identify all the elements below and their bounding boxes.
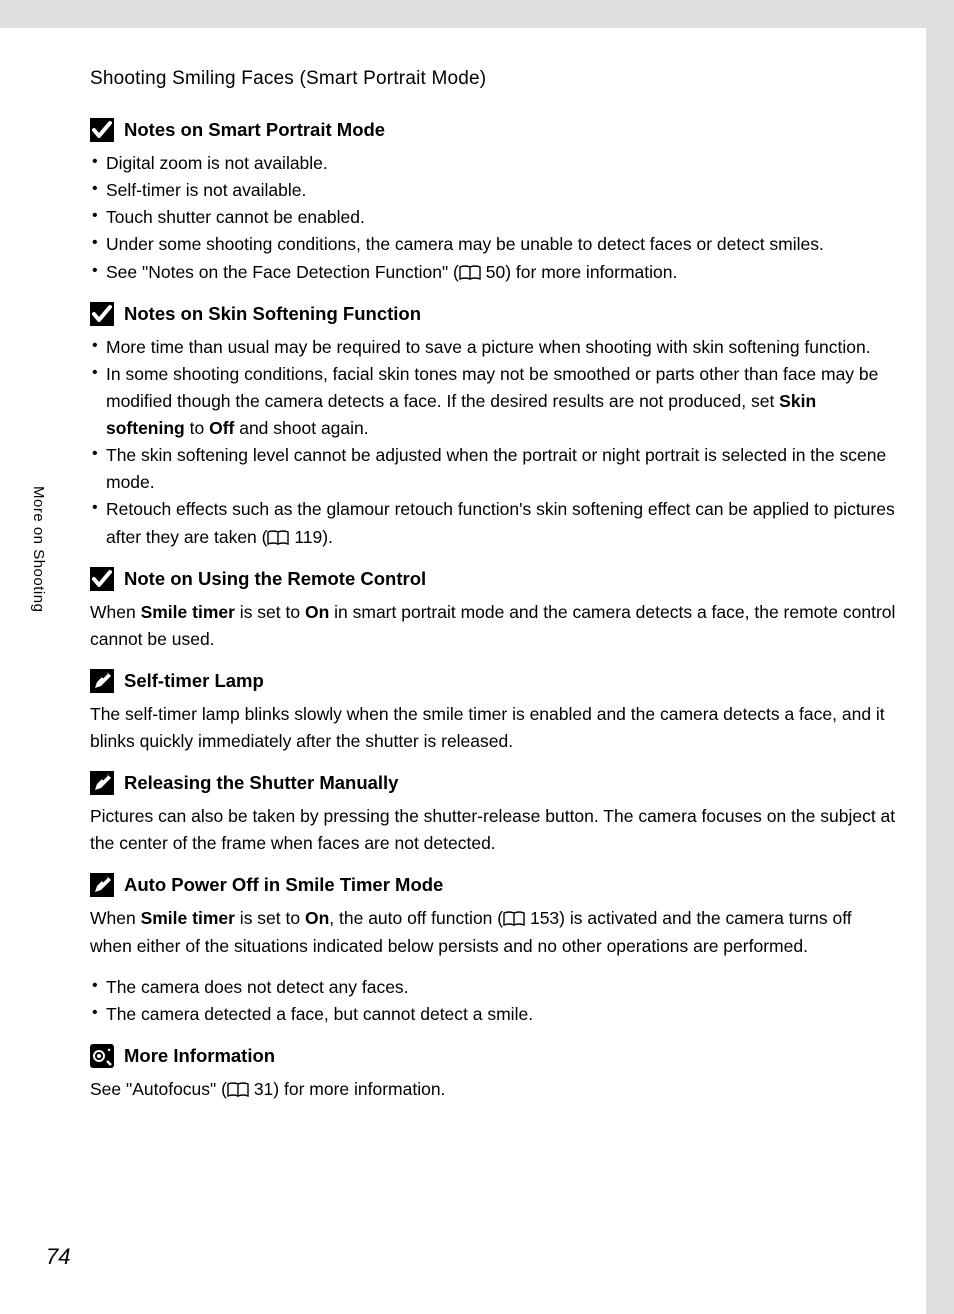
list-item: Retouch effects such as the glamour reto… bbox=[90, 496, 896, 550]
note-title: More Information bbox=[124, 1045, 275, 1067]
camera-icon bbox=[90, 1044, 114, 1068]
list-item: More time than usual may be required to … bbox=[90, 334, 896, 361]
bullet-list: The camera does not detect any faces. Th… bbox=[90, 974, 896, 1028]
pencil-icon bbox=[90, 771, 114, 795]
note-auto-power-off: Auto Power Off in Smile Timer Mode When … bbox=[90, 873, 896, 1028]
check-icon bbox=[90, 118, 114, 142]
note-title: Notes on Smart Portrait Mode bbox=[124, 119, 385, 141]
note-title: Self-timer Lamp bbox=[124, 670, 264, 692]
book-icon bbox=[503, 911, 525, 927]
book-icon bbox=[267, 530, 289, 546]
note-title: Auto Power Off in Smile Timer Mode bbox=[124, 874, 443, 896]
note-more-info: More Information See "Autofocus" ( 31) f… bbox=[90, 1044, 896, 1103]
list-item: Touch shutter cannot be enabled. bbox=[90, 204, 896, 231]
note-self-timer-lamp: Self-timer Lamp The self-timer lamp blin… bbox=[90, 669, 896, 755]
check-icon bbox=[90, 567, 114, 591]
body-text: The self-timer lamp blinks slowly when t… bbox=[90, 701, 896, 755]
list-item: The camera does not detect any faces. bbox=[90, 974, 896, 1001]
bullet-list: Digital zoom is not available. Self-time… bbox=[90, 150, 896, 286]
note-remote-control: Note on Using the Remote Control When Sm… bbox=[90, 567, 896, 653]
page-number: 74 bbox=[46, 1244, 70, 1270]
body-text: Pictures can also be taken by pressing t… bbox=[90, 803, 896, 857]
note-release-shutter: Releasing the Shutter Manually Pictures … bbox=[90, 771, 896, 857]
side-tab-label: More on Shooting bbox=[30, 486, 47, 612]
list-item: Digital zoom is not available. bbox=[90, 150, 896, 177]
note-title: Note on Using the Remote Control bbox=[124, 568, 426, 590]
check-icon bbox=[90, 302, 114, 326]
book-icon bbox=[459, 265, 481, 281]
note-smart-portrait: Notes on Smart Portrait Mode Digital zoo… bbox=[90, 118, 896, 286]
list-item: The camera detected a face, but cannot d… bbox=[90, 1001, 896, 1028]
book-icon bbox=[227, 1082, 249, 1098]
note-skin-softening: Notes on Skin Softening Function More ti… bbox=[90, 302, 896, 551]
page-title: Shooting Smiling Faces (Smart Portrait M… bbox=[90, 68, 896, 90]
pencil-icon bbox=[90, 669, 114, 693]
note-title: Releasing the Shutter Manually bbox=[124, 772, 398, 794]
body-text: When Smile timer is set to On, the auto … bbox=[90, 905, 896, 959]
list-item: Self-timer is not available. bbox=[90, 177, 896, 204]
bullet-list: More time than usual may be required to … bbox=[90, 334, 896, 551]
list-item: Under some shooting conditions, the came… bbox=[90, 231, 896, 258]
body-text: When Smile timer is set to On in smart p… bbox=[90, 599, 896, 653]
list-item: The skin softening level cannot be adjus… bbox=[90, 442, 896, 496]
pencil-icon bbox=[90, 873, 114, 897]
list-item: In some shooting conditions, facial skin… bbox=[90, 361, 896, 442]
list-item: See "Notes on the Face Detection Functio… bbox=[90, 259, 896, 286]
note-title: Notes on Skin Softening Function bbox=[124, 303, 421, 325]
body-text: See "Autofocus" ( 31) for more informati… bbox=[90, 1076, 896, 1103]
manual-page: Shooting Smiling Faces (Smart Portrait M… bbox=[0, 28, 926, 1314]
